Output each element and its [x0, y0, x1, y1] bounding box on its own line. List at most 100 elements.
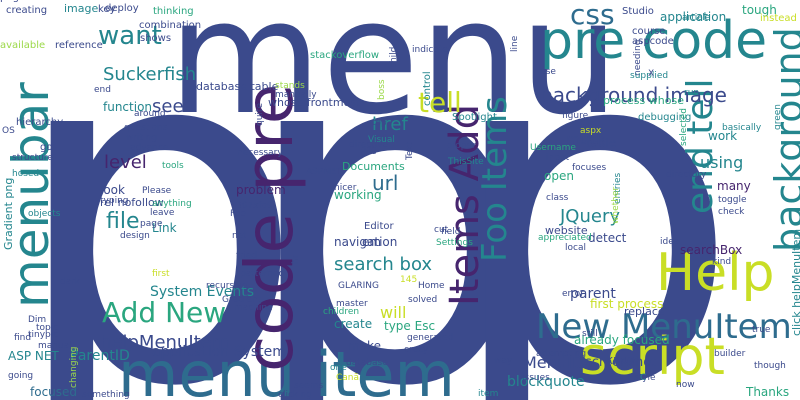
cloud-word: now [676, 380, 695, 390]
cloud-word: href [372, 114, 408, 135]
cloud-word: using [700, 153, 743, 172]
cloud-word: aspx [580, 126, 602, 136]
cloud-word: Editor [364, 221, 394, 232]
cloud-word: Text [405, 141, 415, 161]
cloud-word: tough [742, 3, 777, 17]
cloud-word: png [360, 145, 377, 155]
cloud-word: 307xfo9 [236, 201, 273, 211]
cloud-word: Visual [368, 135, 395, 145]
cloud-word: create [334, 317, 372, 331]
cloud-word: function [103, 100, 152, 114]
cloud-word: needing [633, 40, 643, 76]
cloud-word: p [238, 0, 536, 400]
cloud-word: make [348, 339, 381, 353]
cloud-word: OS [2, 126, 15, 136]
cloud-word: boss [377, 79, 387, 100]
cloud-word: one [330, 363, 347, 373]
cloud-word: line [510, 35, 520, 52]
cloud-word: first process [590, 297, 663, 311]
cloud-word: nicer [334, 183, 357, 193]
cloud-word: going [8, 371, 33, 381]
cloud-word: instead [760, 13, 797, 24]
cloud-word: proper [446, 141, 476, 151]
cloud-word: structure [12, 153, 53, 163]
cloud-word: focuses [572, 163, 607, 173]
cloud-word: end tell [680, 78, 721, 214]
cloud-word: topic [36, 323, 58, 333]
cloud-word: class [546, 193, 569, 203]
cloud-word: script [580, 327, 725, 387]
cloud-word: em [362, 235, 381, 249]
cloud-word: code pre [231, 84, 308, 372]
cloud-word: click helpMenuItem [790, 229, 800, 336]
cloud-word: many [717, 179, 751, 193]
cloud-word: master [336, 299, 368, 309]
cloud-word: directive [349, 140, 389, 150]
cloud-word: much [566, 132, 605, 148]
cloud-word: level [104, 152, 147, 173]
cloud-word: hr [291, 254, 301, 264]
cloud-word: Settings [436, 238, 473, 248]
cloud-word: shows [140, 33, 171, 44]
cloud-word: entries [613, 172, 623, 204]
cloud-word: application [660, 10, 726, 24]
cloud-word: p [443, 0, 741, 400]
cloud-word: menu item [118, 338, 455, 400]
cloud-word: blockquote [507, 374, 585, 390]
cloud-word: builder [714, 349, 746, 359]
cloud-word: problem [236, 183, 286, 197]
cloud-word: Foo [230, 209, 246, 219]
cloud-word: GLARING [338, 281, 379, 291]
cloud-word: working [334, 188, 382, 202]
cloud-word: solved [408, 295, 437, 305]
cloud-word: X [648, 69, 654, 79]
cloud-word: crazy [404, 345, 429, 355]
cloud-word: p [8, 0, 306, 400]
cloud-word: still [582, 329, 598, 339]
cloud-word: Spotlight [452, 112, 497, 123]
cloud-word: ThisSite [447, 157, 484, 167]
cloud-word: image [64, 2, 98, 15]
cloud-word: detect [588, 231, 627, 245]
cloud-word: something [82, 390, 130, 400]
cloud-word: debugging [638, 112, 691, 123]
cloud-word: stackoverflow [310, 50, 379, 61]
cloud-word: manual [38, 341, 72, 351]
cloud-word: System Events [150, 284, 254, 300]
cloud-word: background image [540, 83, 727, 107]
cloud-word: item [478, 389, 498, 399]
cloud-word: screenshot [585, 355, 656, 370]
cloud-word: anything [152, 199, 192, 209]
cloud-word: menu [168, 0, 619, 150]
cloud-word: background [767, 27, 800, 252]
cloud-word: whose frontmost [268, 96, 361, 109]
cloud-word: available [0, 40, 45, 51]
cloud-word: issues [522, 373, 550, 383]
cloud-word: know [606, 353, 638, 367]
cloud-word: replace [624, 305, 665, 318]
cloud-word: kind [712, 257, 731, 267]
cloud-word: thinking [153, 6, 194, 17]
cloud-word: file [106, 209, 140, 234]
cloud-word: control [422, 71, 433, 106]
cloud-word: net [232, 231, 247, 241]
cloud-word: figure [562, 111, 589, 121]
cloud-word: png' [0, 0, 22, 3]
cloud-word: local [565, 243, 586, 253]
cloud-word: website [545, 224, 588, 237]
cloud-word: whether [611, 187, 621, 224]
cloud-word: aspcode [632, 36, 674, 47]
cloud-word: see [152, 96, 184, 117]
cloud-word: JQuery [559, 206, 620, 227]
cloud-word: Suckerfish [103, 64, 196, 85]
cloud-word: objects [28, 209, 61, 219]
cloud-word: writing [126, 133, 157, 143]
cloud-word: basically [722, 123, 762, 133]
cloud-word: open [544, 169, 574, 183]
cloud-word: ASPNET [306, 167, 342, 177]
cloud-word: Gradient [222, 295, 262, 305]
cloud-word: top [372, 118, 387, 128]
cloud-word: design [120, 231, 150, 241]
cloud-word: quite [255, 103, 265, 126]
